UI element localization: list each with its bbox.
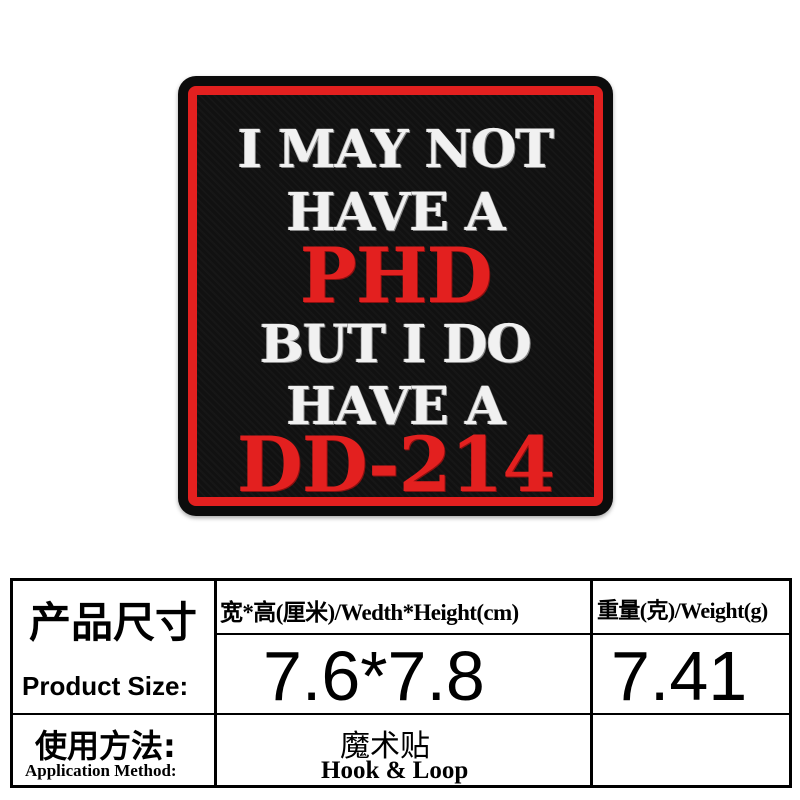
weight-value: 7.41 — [611, 637, 748, 715]
embroidered-patch: I MAY NOT HAVE A PHD BUT I DO HAVE A DD-… — [178, 76, 613, 516]
method-label-en: Application Method: — [25, 761, 177, 780]
table-divider — [214, 633, 789, 635]
patch-line-2: HAVE A — [286, 182, 505, 243]
table-divider — [214, 581, 217, 785]
method-label-zh: 使用方法: — [35, 727, 176, 765]
dimension-value: 7.6*7.8 — [263, 637, 485, 715]
patch-red-border: I MAY NOT HAVE A PHD BUT I DO HAVE A DD-… — [188, 86, 603, 509]
patch-line-1: I MAY NOT — [237, 119, 555, 180]
table-divider — [590, 581, 593, 785]
patch-line-3: PHD — [299, 231, 493, 320]
patch-line-5: HAVE A — [286, 376, 505, 437]
dimension-header: 宽*高(厘米)/Wedth*Height(cm) — [220, 600, 519, 625]
product-info-table: 产品尺寸 Product Size: 宽*高(厘米)/Wedth*Height(… — [10, 578, 792, 788]
table-divider — [13, 713, 789, 715]
patch-line-4: BUT I DO — [260, 314, 532, 375]
method-value-zh: 魔术贴 — [340, 729, 430, 764]
weight-header: 重量(克)/Weight(g) — [597, 598, 768, 623]
size-label-zh: 产品尺寸 — [29, 598, 198, 647]
method-value-en: Hook & Loop — [321, 757, 469, 784]
size-label-en: Product Size: — [22, 671, 189, 701]
patch-line-6: DD-214 — [236, 420, 555, 509]
